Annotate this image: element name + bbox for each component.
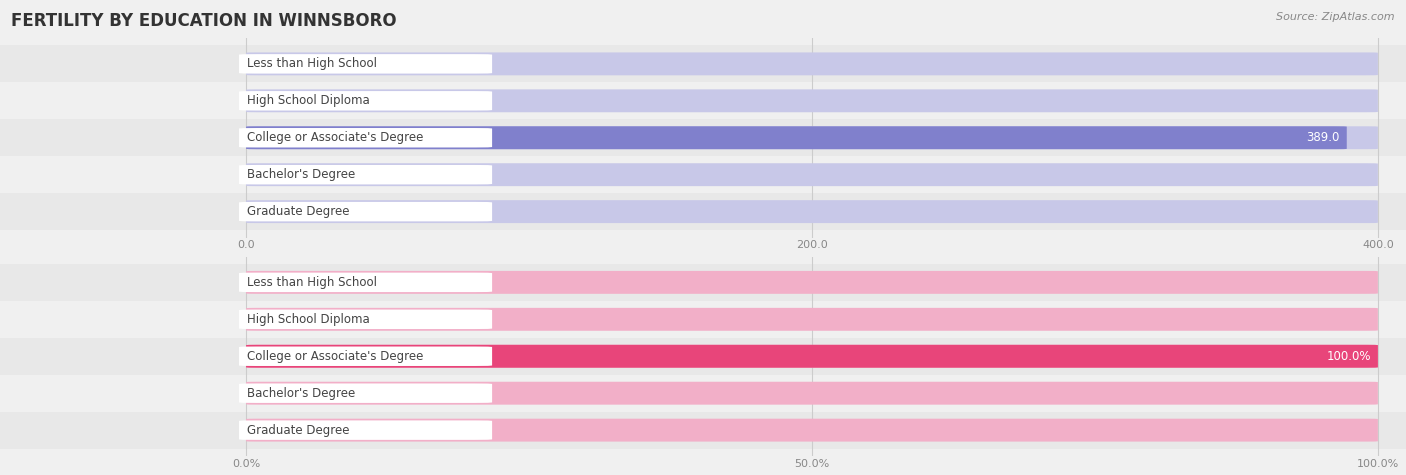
FancyBboxPatch shape [246,418,1378,442]
FancyBboxPatch shape [246,308,1378,331]
Bar [0,193,1406,230]
Bar [0,375,1406,412]
Text: 0.0%: 0.0% [257,424,287,437]
FancyBboxPatch shape [246,126,1378,149]
Text: 0.0%: 0.0% [257,313,287,326]
Text: High School Diploma: High School Diploma [247,95,370,107]
Text: 0.0: 0.0 [257,95,276,107]
FancyBboxPatch shape [246,89,1378,112]
FancyBboxPatch shape [239,420,492,440]
Text: College or Associate's Degree: College or Associate's Degree [247,350,423,363]
FancyBboxPatch shape [246,345,1378,368]
Bar [0,156,1406,193]
FancyBboxPatch shape [246,163,1378,186]
FancyBboxPatch shape [239,273,492,292]
Text: 0.0%: 0.0% [257,387,287,399]
Text: 0.0: 0.0 [257,205,276,218]
FancyBboxPatch shape [239,310,492,329]
FancyBboxPatch shape [239,128,492,147]
FancyBboxPatch shape [246,52,1378,76]
FancyBboxPatch shape [239,91,492,111]
Text: Bachelor's Degree: Bachelor's Degree [247,387,356,399]
Bar [0,264,1406,301]
Text: College or Associate's Degree: College or Associate's Degree [247,131,423,144]
Text: Source: ZipAtlas.com: Source: ZipAtlas.com [1277,12,1395,22]
FancyBboxPatch shape [239,383,492,403]
FancyBboxPatch shape [246,382,1378,405]
FancyBboxPatch shape [246,126,1347,149]
Bar [0,46,1406,82]
FancyBboxPatch shape [246,271,1378,294]
Text: Less than High School: Less than High School [247,57,377,70]
Text: 100.0%: 100.0% [1326,350,1371,363]
Bar [0,119,1406,156]
Text: 0.0: 0.0 [257,57,276,70]
Text: Bachelor's Degree: Bachelor's Degree [247,168,356,181]
Text: 389.0: 389.0 [1306,131,1340,144]
Text: High School Diploma: High School Diploma [247,313,370,326]
Bar [0,412,1406,448]
FancyBboxPatch shape [239,165,492,184]
FancyBboxPatch shape [239,54,492,74]
Text: Graduate Degree: Graduate Degree [247,424,350,437]
Text: 0.0: 0.0 [257,168,276,181]
FancyBboxPatch shape [239,202,492,221]
Bar [0,82,1406,119]
Text: Graduate Degree: Graduate Degree [247,205,350,218]
Text: 0.0%: 0.0% [257,276,287,289]
FancyBboxPatch shape [246,200,1378,223]
Bar [0,301,1406,338]
FancyBboxPatch shape [239,347,492,366]
Bar [0,338,1406,375]
FancyBboxPatch shape [246,345,1378,368]
Text: Less than High School: Less than High School [247,276,377,289]
Text: FERTILITY BY EDUCATION IN WINNSBORO: FERTILITY BY EDUCATION IN WINNSBORO [11,12,396,30]
